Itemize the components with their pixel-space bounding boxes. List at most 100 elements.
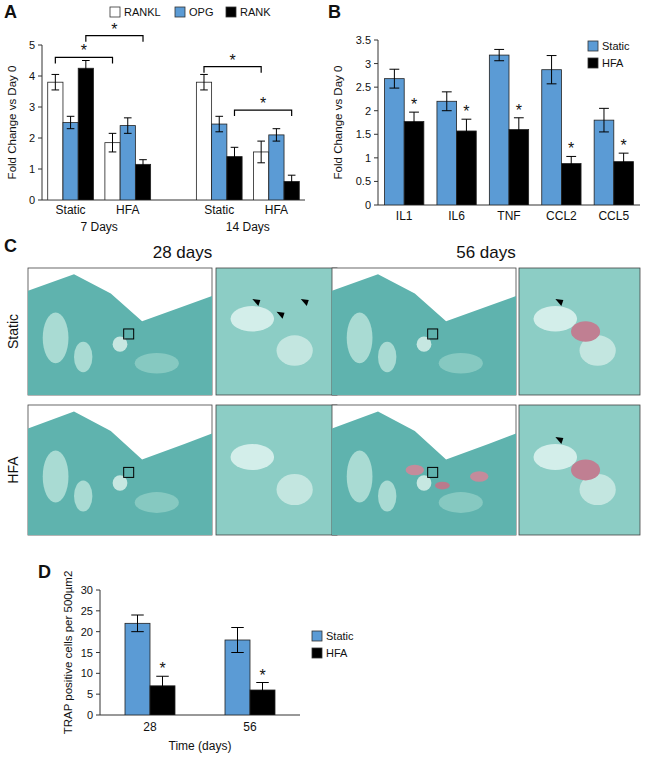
column-label: 56 days	[456, 243, 516, 262]
significance-star: *	[81, 42, 87, 59]
error-bar	[109, 133, 117, 152]
y-tick-label: 2.5	[356, 81, 371, 93]
marks	[385, 49, 634, 205]
y-tick	[38, 138, 42, 139]
bar	[404, 122, 424, 205]
tissue-detail	[406, 465, 424, 475]
x-tick-label: CCL2	[546, 209, 577, 223]
y-axis-label: Fold Change vs Day 0	[332, 66, 344, 180]
tissue-detail	[277, 335, 313, 365]
bar	[385, 79, 405, 205]
bar	[212, 124, 227, 200]
micrograph-zoom	[216, 268, 337, 395]
y-tick-label: 3	[29, 101, 35, 113]
arrowhead	[301, 299, 309, 306]
inset-box	[428, 329, 438, 339]
significance-star: *	[411, 96, 417, 113]
legend-label: RANK	[240, 6, 271, 18]
y-tick-label: 0.5	[356, 175, 371, 187]
y-tick-label: 3.5	[356, 34, 371, 46]
tissue-detail	[74, 342, 92, 372]
bar-panel: A012345****StaticHFAStaticHFA7 Days14 Da…	[4, 2, 305, 234]
y-tick	[38, 200, 42, 201]
bar	[48, 82, 63, 200]
y-tick	[96, 631, 100, 632]
x-tick-label: IL1	[396, 209, 413, 223]
error-bar	[139, 160, 147, 169]
error-bar	[200, 74, 208, 90]
y-tick	[96, 715, 100, 716]
y-tick-label: 1	[29, 163, 35, 175]
x-tick-label: IL6	[448, 209, 465, 223]
bar	[135, 164, 150, 200]
y-tick-label: 5	[29, 39, 35, 51]
error-bar	[257, 141, 265, 163]
tissue-detail	[347, 312, 373, 363]
y-tick-label: 20	[81, 626, 93, 638]
legend-label: OPG	[189, 6, 213, 18]
y-axis-label: TRAP positive cells per 500µm2	[62, 571, 74, 735]
error-bar	[409, 112, 419, 131]
y-tick	[96, 610, 100, 611]
legend-swatch	[226, 7, 236, 17]
legend-label: HFA	[602, 57, 624, 69]
x-tick-label: TNF	[497, 209, 520, 223]
y-tick	[374, 205, 378, 206]
tissue-detail	[277, 474, 313, 505]
tissue-detail	[534, 306, 578, 331]
y-tick	[374, 134, 378, 135]
arrowhead	[277, 312, 285, 319]
significance-star: *	[259, 667, 265, 684]
tissue	[332, 412, 516, 536]
significance-star: *	[516, 102, 522, 119]
tissue-detail	[43, 451, 69, 503]
tissue-detail	[435, 482, 450, 490]
inset-box	[124, 329, 134, 339]
bar	[63, 123, 78, 201]
significance-star: *	[229, 52, 235, 69]
y-tick-label: 4	[29, 70, 35, 82]
y-tick	[96, 673, 100, 674]
y-axis	[378, 40, 379, 205]
panel-label: C	[4, 236, 17, 256]
bar	[542, 70, 562, 205]
tissue-detail	[571, 460, 600, 481]
arrowhead	[555, 437, 563, 444]
bar	[437, 101, 457, 205]
bar	[196, 82, 211, 200]
tissue-detail	[439, 353, 483, 373]
legend-label: HFA	[326, 647, 348, 659]
arrowhead	[555, 299, 563, 306]
error-bar	[231, 147, 239, 166]
tissue-detail	[439, 492, 483, 513]
x-tick-label: HFA	[265, 203, 288, 217]
micrograph	[332, 268, 516, 395]
significance-star: *	[159, 660, 165, 677]
image-panel: C28 days56 daysStaticHFA	[4, 236, 640, 535]
y-tick-label: 1.5	[356, 128, 371, 140]
significance-star: *	[568, 140, 574, 157]
tissue-detail	[74, 480, 92, 511]
error-bar	[547, 56, 557, 84]
legend: StaticHFA	[588, 40, 630, 69]
micrograph-zoom	[519, 268, 640, 395]
tissue	[28, 412, 212, 536]
error-bar	[67, 116, 75, 128]
tissue-detail	[347, 451, 373, 503]
y-tick	[374, 87, 378, 88]
tissue	[332, 274, 516, 395]
error-bar	[619, 153, 629, 170]
y-tick	[38, 169, 42, 170]
bar	[489, 55, 509, 205]
y-tick-label: 0	[87, 709, 93, 721]
micrograph	[332, 405, 516, 535]
error-bar	[462, 119, 472, 143]
x-axis-label: Time (days)	[169, 739, 232, 753]
micrograph	[28, 405, 212, 535]
y-tick-label: 3	[365, 58, 371, 70]
x-tick-label: HFA	[116, 203, 139, 217]
legend-swatch	[588, 41, 598, 51]
y-axis	[42, 45, 43, 200]
y-tick-label: 1	[365, 152, 371, 164]
y-tick	[38, 76, 42, 77]
